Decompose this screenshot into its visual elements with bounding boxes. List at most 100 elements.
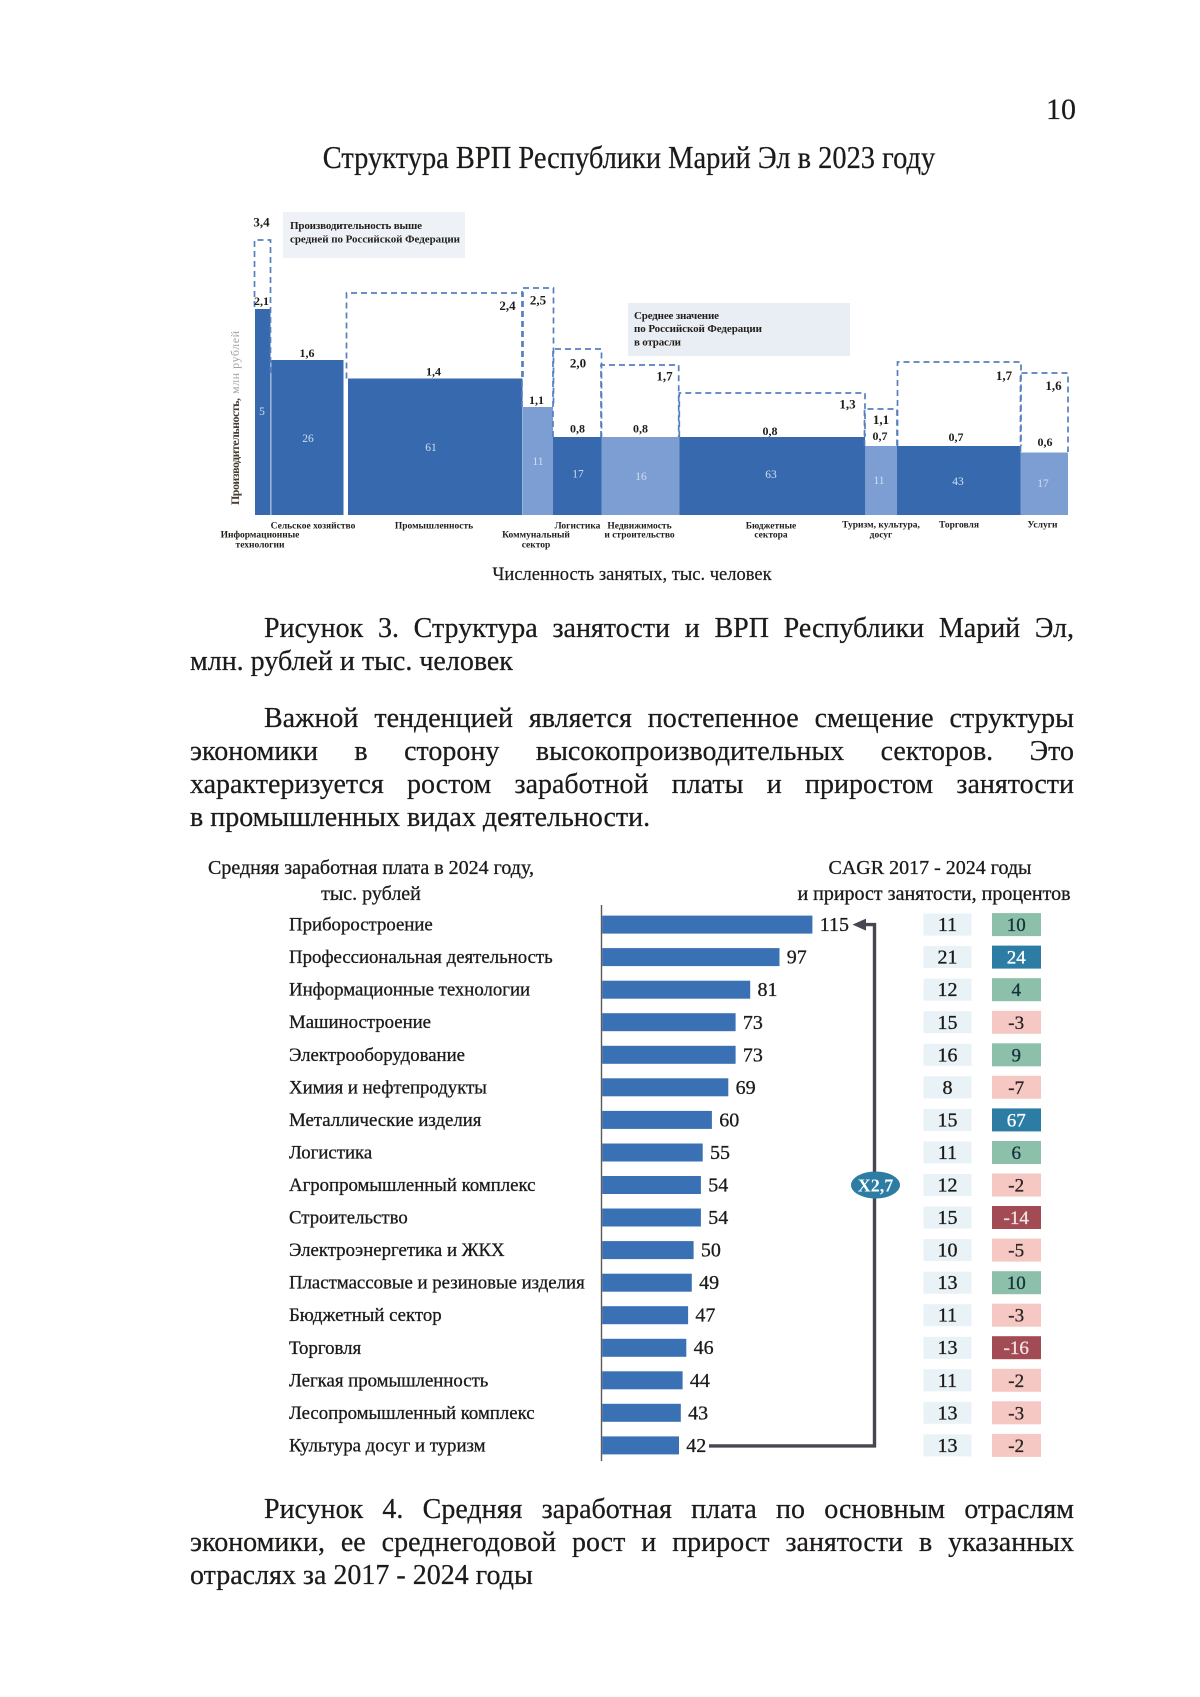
svg-text:-2: -2 [1008,1436,1024,1457]
svg-text:Информационные технологии: Информационные технологии [289,980,530,1001]
svg-text:1,3: 1,3 [839,397,856,412]
svg-text:16: 16 [635,471,647,483]
svg-text:16: 16 [938,1044,958,1066]
svg-text:Пластмассовые и резиновые изде: Пластмассовые и резиновые изделия [289,1273,585,1294]
svg-text:Металлические изделия: Металлические изделия [289,1110,482,1131]
svg-text:47: 47 [695,1305,715,1327]
svg-text:CAGR 2017 - 2024 годы: CAGR 2017 - 2024 годы [829,857,1032,879]
svg-text:10: 10 [1007,1273,1026,1294]
svg-text:61: 61 [425,442,437,454]
svg-text:1,6: 1,6 [300,346,315,360]
svg-text:54: 54 [708,1175,728,1197]
svg-text:-14: -14 [1004,1208,1030,1229]
svg-text:Туризм, культура,: Туризм, культура, [842,521,920,531]
svg-text:Средняя заработная плата в 202: Средняя заработная плата в 2024 году, [208,857,534,879]
svg-text:Бюджетные: Бюджетные [746,522,797,532]
svg-text:49: 49 [699,1272,719,1294]
svg-text:15: 15 [938,1207,958,1229]
svg-text:1,7: 1,7 [656,369,673,384]
svg-text:5: 5 [259,406,265,418]
svg-text:55: 55 [710,1142,730,1164]
svg-text:81: 81 [758,979,778,1001]
svg-text:Коммунальный: Коммунальный [502,530,570,541]
svg-text:технологии: технологии [236,541,285,551]
svg-text:11: 11 [938,1305,957,1327]
svg-text:13: 13 [938,1435,958,1457]
svg-text:24: 24 [1007,948,1027,969]
svg-text:73: 73 [743,1044,763,1066]
svg-text:97: 97 [787,947,807,969]
svg-text:сектор: сектор [522,541,551,551]
svg-text:1,1: 1,1 [529,393,544,407]
svg-text:0,7: 0,7 [949,430,964,444]
svg-text:15: 15 [938,1109,958,1131]
svg-text:42: 42 [686,1435,706,1457]
svg-text:Строительство: Строительство [289,1208,408,1229]
svg-text:Машиностроение: Машиностроение [289,1012,431,1033]
svg-text:17: 17 [572,469,584,481]
svg-text:12: 12 [938,1175,958,1197]
svg-text:54: 54 [708,1207,728,1229]
svg-text:по Российской Федерации: по Российской Федерации [634,323,763,335]
svg-text:Информационные: Информационные [221,530,300,541]
svg-text:26: 26 [302,433,314,445]
svg-text:10: 10 [1007,915,1026,936]
svg-text:Торговля: Торговля [939,521,979,531]
svg-text:0,8: 0,8 [763,424,778,438]
svg-text:-7: -7 [1008,1078,1024,1099]
svg-text:1,4: 1,4 [426,365,441,379]
svg-text:Х2,7: Х2,7 [858,1176,894,1196]
svg-text:10: 10 [938,1240,958,1262]
svg-text:8: 8 [943,1077,953,1099]
svg-text:2,5: 2,5 [530,293,547,308]
svg-text:Приборостроение: Приборостроение [289,915,433,936]
svg-text:Профессиональная деятельность: Профессиональная деятельность [289,947,553,968]
svg-text:67: 67 [1007,1110,1026,1131]
svg-text:Производительность,: Производительность, [228,398,242,505]
svg-text:-16: -16 [1004,1338,1029,1359]
svg-text:9: 9 [1011,1045,1021,1066]
svg-text:Производительность выше: Производительность выше [290,220,422,232]
svg-text:11: 11 [938,1370,957,1392]
svg-text:Агропромышленный комплекс: Агропромышленный комплекс [289,1175,536,1196]
svg-text:Легкая промышленность: Легкая промышленность [289,1370,488,1391]
svg-text:Электрооборудование: Электрооборудование [289,1045,465,1066]
svg-text:средней по Российской Федераци: средней по Российской Федерации [290,234,461,246]
svg-text:1,1: 1,1 [873,412,889,427]
svg-text:Сельское хозяйство: Сельское хозяйство [271,521,356,532]
svg-text:6: 6 [1011,1143,1021,1164]
svg-text:-2: -2 [1008,1371,1024,1392]
svg-text:60: 60 [719,1109,739,1131]
svg-text:в отрасли: в отрасли [634,337,682,349]
svg-text:Химия и нефтепродукты: Химия и нефтепродукты [289,1077,487,1098]
svg-text:тыс. рублей: тыс. рублей [321,883,421,905]
svg-text:12: 12 [938,979,958,1001]
svg-text:11: 11 [938,1142,957,1164]
svg-text:2,1: 2,1 [254,294,269,308]
svg-text:1,6: 1,6 [1045,378,1062,393]
svg-text:73: 73 [743,1012,763,1034]
svg-text:50: 50 [701,1240,721,1262]
svg-text:Услуги: Услуги [1027,521,1058,531]
svg-text:Электроэнергетика и ЖКХ: Электроэнергетика и ЖКХ [289,1240,505,1261]
svg-text:0,8: 0,8 [633,422,648,436]
svg-text:досуг: досуг [870,531,893,541]
svg-text:Логистика: Логистика [289,1143,373,1164]
svg-text:13: 13 [938,1272,958,1294]
svg-text:и прирост занятости, процентов: и прирост занятости, процентов [797,883,1070,905]
svg-text:13: 13 [938,1402,958,1424]
svg-text:3,4: 3,4 [253,215,270,230]
svg-text:-3: -3 [1008,1403,1024,1424]
svg-text:44: 44 [690,1370,710,1392]
svg-text:-5: -5 [1008,1241,1024,1262]
svg-text:Лесопромышленный комплекс: Лесопромышленный комплекс [289,1403,535,1424]
svg-text:Недвижимость: Недвижимость [607,522,671,532]
svg-text:-3: -3 [1008,1013,1024,1034]
svg-text:69: 69 [736,1077,756,1099]
svg-text:1,7: 1,7 [996,368,1013,383]
svg-text:0,6: 0,6 [1038,435,1053,449]
svg-text:сектора: сектора [754,531,788,541]
svg-text:и строительство: и строительство [604,531,675,541]
svg-text:-3: -3 [1008,1306,1024,1327]
svg-text:4: 4 [1011,980,1021,1001]
